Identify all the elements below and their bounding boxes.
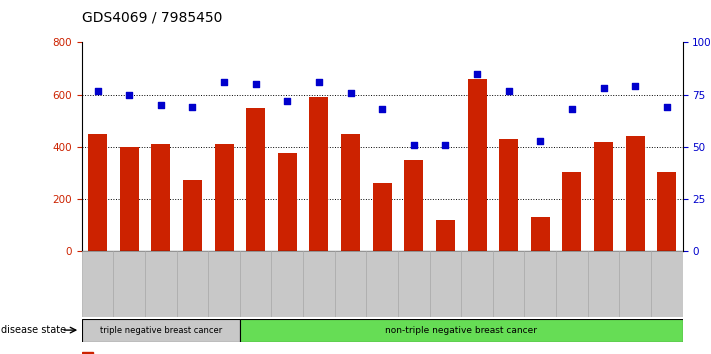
- Bar: [531, 217, 550, 251]
- Bar: [594, 142, 613, 251]
- Point: [345, 90, 356, 96]
- Point: [92, 88, 103, 93]
- Point: [471, 71, 483, 76]
- Point: [155, 102, 166, 108]
- Bar: [309, 97, 328, 251]
- Bar: [119, 147, 139, 251]
- Bar: [436, 220, 455, 251]
- Text: disease state: disease state: [1, 325, 66, 335]
- Bar: [619, 251, 651, 317]
- Bar: [373, 183, 392, 251]
- Bar: [366, 251, 398, 317]
- Bar: [82, 319, 240, 342]
- Point: [282, 98, 293, 104]
- Bar: [246, 108, 265, 251]
- Bar: [626, 136, 645, 251]
- Bar: [82, 251, 113, 317]
- Text: non-triple negative breast cancer: non-triple negative breast cancer: [385, 326, 538, 335]
- Bar: [525, 251, 556, 317]
- Bar: [208, 251, 240, 317]
- Bar: [240, 251, 272, 317]
- Bar: [272, 251, 303, 317]
- Bar: [303, 251, 335, 317]
- Point: [314, 79, 325, 85]
- Bar: [499, 139, 518, 251]
- Bar: [398, 251, 429, 317]
- Bar: [657, 172, 676, 251]
- Text: GDS4069 / 7985450: GDS4069 / 7985450: [82, 11, 222, 25]
- Bar: [183, 179, 202, 251]
- Bar: [468, 79, 486, 251]
- Point: [661, 104, 673, 110]
- Bar: [82, 352, 92, 354]
- Point: [598, 86, 609, 91]
- Bar: [429, 251, 461, 317]
- Bar: [651, 251, 683, 317]
- Bar: [562, 172, 582, 251]
- Bar: [405, 160, 423, 251]
- Bar: [113, 251, 145, 317]
- Point: [187, 104, 198, 110]
- Point: [535, 138, 546, 143]
- Point: [503, 88, 514, 93]
- Bar: [493, 251, 525, 317]
- Bar: [341, 134, 360, 251]
- Point: [218, 79, 230, 85]
- Point: [377, 107, 388, 112]
- Point: [124, 92, 135, 97]
- Bar: [176, 251, 208, 317]
- Point: [408, 142, 419, 148]
- Bar: [145, 251, 176, 317]
- Point: [629, 84, 641, 89]
- Bar: [151, 144, 171, 251]
- Point: [566, 107, 577, 112]
- Bar: [240, 319, 683, 342]
- Text: triple negative breast cancer: triple negative breast cancer: [100, 326, 222, 335]
- Point: [439, 142, 451, 148]
- Bar: [215, 144, 233, 251]
- Bar: [278, 153, 296, 251]
- Bar: [461, 251, 493, 317]
- Bar: [556, 251, 588, 317]
- Point: [250, 81, 262, 87]
- Bar: [335, 251, 366, 317]
- Bar: [88, 134, 107, 251]
- Bar: [588, 251, 619, 317]
